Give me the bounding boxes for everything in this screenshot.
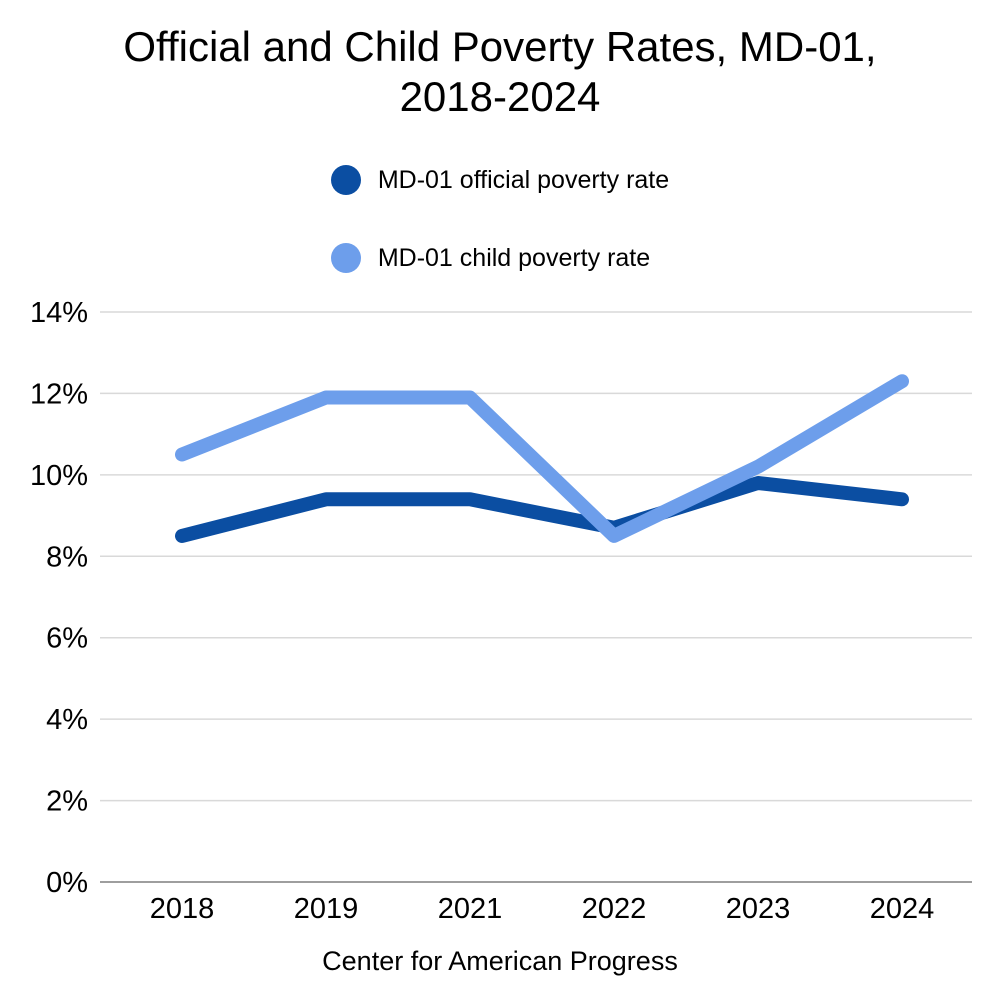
x-tick-label-2022: 2022 (582, 893, 647, 925)
legend-swatch-official-icon (330, 165, 361, 195)
y-tick-label-4: 4% (46, 704, 88, 736)
legend-item-official: MD-01 official poverty rate (330, 164, 670, 196)
legend-swatch-child-icon (330, 243, 361, 273)
series-line-official (175, 476, 909, 543)
chart-title: Official and Child Poverty Rates, MD-01,… (0, 22, 1000, 122)
legend-label-child: MD-01 child poverty rate (377, 243, 651, 272)
y-tick-label-12: 12% (30, 378, 88, 410)
chart-title-line-2: 2018-2024 (399, 73, 601, 120)
series-line-child (175, 374, 909, 543)
y-tick-label-0: 0% (46, 867, 88, 899)
y-tick-label-14: 14% (30, 297, 88, 329)
source-attribution: Center for American Progress (322, 946, 678, 976)
x-tick-label-2021: 2021 (438, 893, 503, 925)
legend-label-official: MD-01 official poverty rate (377, 165, 670, 194)
chart-legend: MD-01 official poverty rate MD-01 child … (0, 164, 1000, 320)
y-tick-label-2: 2% (46, 786, 88, 818)
legend-item-child: MD-01 child poverty rate (330, 242, 669, 274)
y-tick-label-8: 8% (46, 541, 88, 573)
x-tick-label-2023: 2023 (726, 893, 791, 925)
y-tick-label-10: 10% (30, 460, 88, 492)
y-tick-label-6: 6% (46, 623, 88, 655)
x-tick-label-2019: 2019 (294, 893, 359, 925)
x-tick-label-2018: 2018 (150, 893, 215, 925)
chart-title-line-1: Official and Child Poverty Rates, MD-01, (123, 23, 877, 70)
x-tick-label-2024: 2024 (870, 893, 935, 925)
